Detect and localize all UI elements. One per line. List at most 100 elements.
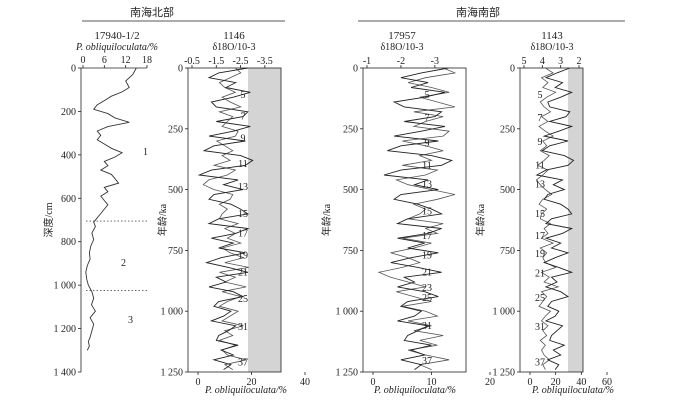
- panel-1146: 1146 δ18O/10-3 -0.5 -1.5 -2.5 -3.5 0 20 40 0 2…: [156, 30, 310, 396]
- frame-1143: [519, 67, 584, 373]
- stage-label: 7: [538, 113, 543, 124]
- series-line-17957-d18o: [383, 67, 454, 370]
- y-tick-label: 0: [510, 64, 515, 75]
- y-tick-label: 500: [168, 185, 183, 196]
- y-tick-label: 1 250: [161, 368, 184, 379]
- x-top-title-17957: δ18O/10-3: [380, 42, 423, 53]
- y-tick-label: 500: [343, 185, 358, 196]
- stage-label: 9: [538, 137, 543, 148]
- stage-label: 13: [422, 180, 432, 191]
- y-tick-label: 400: [61, 150, 76, 161]
- stage-labels-1143: 5 7 9 11 13 15 17 19 21 25 31 37: [535, 90, 545, 369]
- y-tick-label: 1 250: [493, 368, 516, 379]
- x-top-ticks-1146: -0.5 -1.5 -2.5 -3.5: [184, 56, 273, 68]
- series-line-17940: [85, 67, 137, 351]
- x-top-tick-label: -2.5: [233, 56, 249, 67]
- y-ticks-1143: 0 250 500 750 1 000 1 250: [493, 64, 520, 379]
- x-bottom-tick-label: 0: [196, 377, 201, 388]
- x-bottom-tick-label: 20: [485, 377, 495, 388]
- y-tick-label: 250: [500, 124, 515, 135]
- x-bottom-tick-label: 0: [528, 377, 533, 388]
- stage-labels-1146: 5 7 9 11 13 15 17 19 21 25 31 37: [238, 90, 248, 369]
- x-bottom-title-1143: P. obliquiloculata/%: [531, 385, 614, 396]
- series-line-1143-pob: [535, 67, 560, 370]
- y-axis-title-1146: 年龄/ka: [156, 203, 169, 236]
- y-tick-label: 600: [61, 194, 76, 205]
- x-top-tick-label: 3: [558, 56, 563, 67]
- stage-label: 19: [422, 250, 432, 261]
- stage-label: 13: [238, 182, 248, 193]
- shade-1143: [568, 68, 583, 372]
- y-tick-label: 0: [71, 64, 76, 75]
- stage-label: 23: [422, 283, 432, 294]
- stage-label: 37: [422, 356, 432, 367]
- y-tick-label: 1 250: [336, 368, 359, 379]
- core-name-17940: 17940-1/2: [94, 30, 139, 42]
- stage-label: 5: [241, 90, 246, 101]
- y-axis-title-17957: 年龄/ka: [320, 203, 333, 236]
- zone-boundaries-17940: [86, 220, 148, 292]
- y-ticks-17957: 0 250 500 750 1 000 1 250: [336, 64, 363, 379]
- stage-label: 7: [241, 112, 246, 123]
- zone-label-2: 2: [121, 258, 126, 269]
- x-top-tick-label: -3.5: [257, 56, 273, 67]
- x-bottom-tick-label: 0: [371, 377, 376, 388]
- x-bottom-ticks-1143: 0 20 40 60: [528, 372, 612, 388]
- y-tick-label: 750: [500, 246, 515, 257]
- y-axis-title-1143: 年龄/ka: [474, 203, 487, 236]
- panel-1143: 1143 δ18O/10-3 5 4 3 2 0 20 40 60 0 250 500 750 1 …: [474, 30, 614, 396]
- y-tick-label: 1 000: [493, 307, 516, 318]
- zone-label-3: 3: [128, 315, 133, 326]
- x-bottom-title-1146: P. obliquiloculata/%: [204, 385, 287, 396]
- core-name-17957: 17957: [388, 30, 416, 42]
- x-tick-label: 0: [81, 55, 86, 66]
- x-top-title-1146: δ18O/10-3: [212, 42, 255, 53]
- stage-label: 21: [238, 267, 248, 278]
- y-tick-label: 200: [61, 107, 76, 118]
- y-tick-label: 1 000: [54, 281, 77, 292]
- stage-label: 5: [425, 90, 430, 101]
- stage-label: 37: [238, 357, 248, 368]
- y-tick-label: 1 200: [54, 324, 77, 335]
- stage-label: 37: [535, 357, 545, 368]
- frame-17957: [362, 67, 467, 373]
- x-top-tick-label: -2: [397, 56, 405, 67]
- stage-label: 5: [538, 90, 543, 101]
- panel-17957: 17957 δ18O/10-3 -1 -2 -3 0 10 20 02505007501…: [320, 30, 495, 396]
- stage-label: 31: [238, 322, 248, 333]
- stage-label: 19: [238, 250, 248, 261]
- y-tick-label: 250: [168, 124, 183, 135]
- x-top-ticks-17957: -1 -2 -3: [363, 56, 439, 68]
- x-bottom-tick-label: 40: [300, 377, 310, 388]
- y-tick-label: 1 000: [336, 307, 359, 318]
- series-line-1143-d18o: [535, 67, 575, 370]
- y-tick-label: 250: [343, 124, 358, 135]
- stage-label: 11: [238, 159, 248, 170]
- x-tick-label: 18: [142, 55, 152, 66]
- panel-17940: 17940-1/2 P. obliquiloculata/% 0 6 12 18 02…: [42, 30, 158, 379]
- y-tick-label: 0: [353, 64, 358, 75]
- zone-label-1: 1: [143, 147, 148, 158]
- stage-label: 31: [422, 321, 432, 332]
- x-bottom-tick-label: 60: [602, 377, 612, 388]
- frame-1146: [187, 67, 282, 373]
- x-top-tick-label: 2: [577, 56, 582, 67]
- x-bottom-ticks-1146: 0 20 40: [196, 372, 310, 388]
- x-top-tick-label: -0.5: [184, 56, 200, 67]
- stage-label: 17: [535, 231, 545, 242]
- stage-label: 7: [425, 113, 430, 124]
- stage-label: 13: [535, 180, 545, 191]
- stage-label: 15: [422, 206, 432, 217]
- core-name-1146: 1146: [223, 30, 245, 42]
- stage-label: 17: [422, 231, 432, 242]
- header-south: 南海南部: [456, 5, 500, 19]
- y-ticks-17940: 0 200 400 600 800 1 000 1 200 1 400: [54, 64, 81, 379]
- stage-label: 21: [535, 269, 545, 280]
- x-bottom-tick-label: 20: [551, 377, 561, 388]
- x-axis-title-17940: P. obliquiloculata/%: [75, 42, 158, 53]
- x-top-tick-label: 5: [522, 56, 527, 67]
- stage-label: 25: [422, 293, 432, 304]
- x-bottom-tick-label: 40: [576, 377, 586, 388]
- stage-label: 9: [425, 138, 430, 149]
